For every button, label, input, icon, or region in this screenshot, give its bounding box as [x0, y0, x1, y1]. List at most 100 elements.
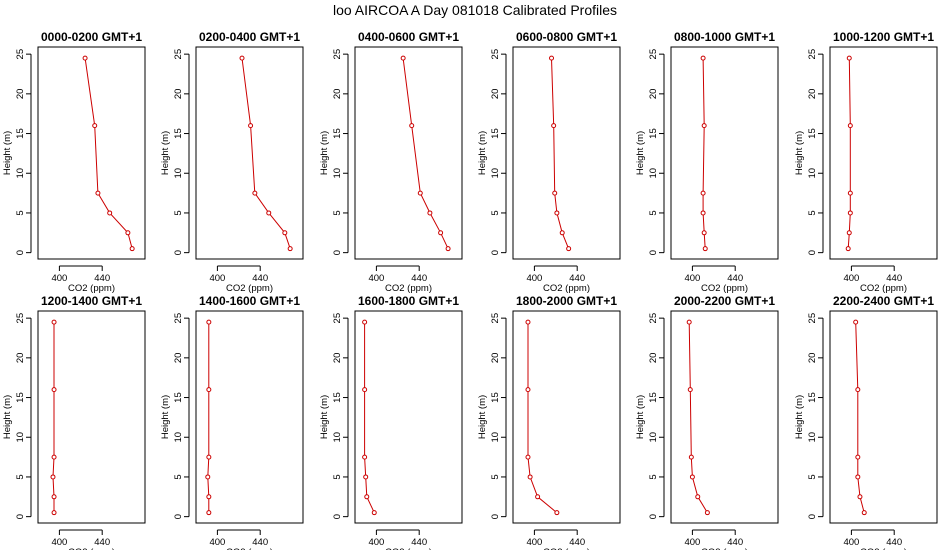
x-tick-label: 400: [51, 273, 67, 284]
y-tick-label: 5: [173, 210, 184, 215]
x-tick-label: 440: [252, 273, 268, 284]
data-point: [552, 190, 558, 196]
chart-panel: 2000-2200 GMT+1 0 5 10 15 20 25 Height (m) 400 44…: [635, 294, 779, 550]
y-tick-label: 15: [490, 392, 501, 403]
data-point: [846, 230, 852, 236]
y-tick-label: 15: [648, 128, 659, 139]
y-tick-label: 25: [490, 49, 501, 60]
y-tick-label: 10: [173, 432, 184, 443]
chart-panel: 0400-0600 GMT+1 0 5 10 15 20 25 Height (m) 400 44…: [319, 30, 463, 294]
y-tick-label: 20: [332, 353, 343, 364]
data-point: [445, 246, 451, 252]
data-point: [701, 230, 707, 236]
data-point: [700, 210, 706, 216]
x-tick-label: 440: [252, 537, 268, 548]
y-tick-label: 5: [332, 210, 343, 215]
y-tick-label: 25: [15, 49, 26, 60]
profile-line: [702, 58, 706, 249]
data-point: [853, 319, 859, 325]
data-point: [427, 210, 433, 216]
x-tick-label: 400: [209, 273, 225, 284]
x-tick-label: 400: [843, 537, 859, 548]
data-point: [362, 319, 368, 325]
x-axis-label: CO2 (ppm): [385, 547, 432, 550]
y-axis-label: Height (m): [477, 131, 488, 175]
data-point: [252, 190, 258, 196]
x-axis-label: CO2 (ppm): [543, 547, 590, 550]
y-tick-label: 5: [490, 474, 501, 479]
plot-frame: [37, 46, 146, 260]
y-tick-label: 20: [15, 353, 26, 364]
y-tick-label: 5: [648, 474, 659, 479]
profile-line: [688, 322, 708, 513]
chart-panel: 0000-0200 GMT+1 0 5 10 15 20 25 Height (m) 400 44…: [2, 30, 146, 294]
y-tick-label: 20: [490, 353, 501, 364]
y-tick-label: 0: [490, 250, 501, 255]
data-point: [206, 510, 212, 516]
x-axis-label: CO2 (ppm): [701, 547, 748, 550]
data-point: [686, 319, 692, 325]
y-axis-label: Height (m): [477, 395, 488, 439]
y-tick-label: 10: [807, 432, 818, 443]
x-axis-label: CO2 (ppm): [860, 547, 907, 550]
data-point: [206, 494, 212, 500]
y-tick-label: 10: [648, 432, 659, 443]
data-point: [525, 319, 531, 325]
figure-title: loo AIRCOA A Day 081018 Calibrated Profi…: [333, 2, 617, 18]
y-tick-label: 0: [15, 250, 26, 255]
y-tick-label: 15: [15, 392, 26, 403]
y-axis-label: Height (m): [2, 395, 13, 439]
panel-title: 1000-1200 GMT+1: [833, 30, 934, 44]
x-tick-label: 400: [526, 537, 542, 548]
y-tick-label: 10: [490, 432, 501, 443]
data-point: [95, 190, 101, 196]
plot-frame: [829, 310, 938, 524]
data-point: [554, 210, 560, 216]
data-point: [566, 246, 572, 252]
y-axis-label: Height (m): [319, 395, 330, 439]
data-point: [239, 55, 245, 61]
x-tick-label: 440: [411, 273, 427, 284]
y-axis-label: Height (m): [319, 131, 330, 175]
y-axis-label: Height (m): [635, 131, 646, 175]
y-tick-label: 0: [807, 250, 818, 255]
data-point: [205, 474, 211, 480]
plot-frame: [512, 46, 621, 260]
x-axis-label: CO2 (ppm): [68, 283, 115, 294]
x-tick-label: 400: [51, 537, 67, 548]
x-tick-label: 440: [727, 537, 743, 548]
panel-title: 1400-1600 GMT+1: [199, 294, 300, 308]
profile-line: [847, 58, 851, 249]
data-point: [438, 230, 444, 236]
x-tick-label: 440: [94, 273, 110, 284]
panel-title: 0400-0600 GMT+1: [358, 30, 459, 44]
data-point: [700, 55, 706, 61]
x-axis-label: CO2 (ppm): [701, 283, 748, 294]
profile-line: [207, 322, 210, 513]
data-point: [287, 246, 293, 252]
profile-line: [52, 322, 55, 513]
panel-title: 0000-0200 GMT+1: [41, 30, 142, 44]
y-tick-label: 25: [648, 313, 659, 324]
x-tick-label: 440: [886, 537, 902, 548]
panel-title: 1200-1400 GMT+1: [41, 294, 142, 308]
x-tick-label: 400: [368, 273, 384, 284]
data-point: [861, 510, 867, 516]
y-tick-label: 15: [490, 128, 501, 139]
y-axis-label: Height (m): [635, 395, 646, 439]
profile-line: [84, 58, 133, 249]
chart-panel: 1200-1400 GMT+1 0 5 10 15 20 25 Height (m) 400 44…: [2, 294, 146, 550]
data-point: [847, 123, 853, 129]
y-tick-label: 15: [648, 392, 659, 403]
data-point: [525, 454, 531, 460]
data-point: [371, 510, 377, 516]
x-tick-label: 400: [684, 537, 700, 548]
x-tick-label: 440: [569, 537, 585, 548]
x-tick-label: 400: [526, 273, 542, 284]
y-tick-label: 0: [332, 514, 343, 519]
panel-title: 0800-1000 GMT+1: [674, 30, 775, 44]
y-axis-label: Height (m): [794, 131, 805, 175]
x-tick-label: 400: [684, 273, 700, 284]
data-point: [847, 190, 853, 196]
